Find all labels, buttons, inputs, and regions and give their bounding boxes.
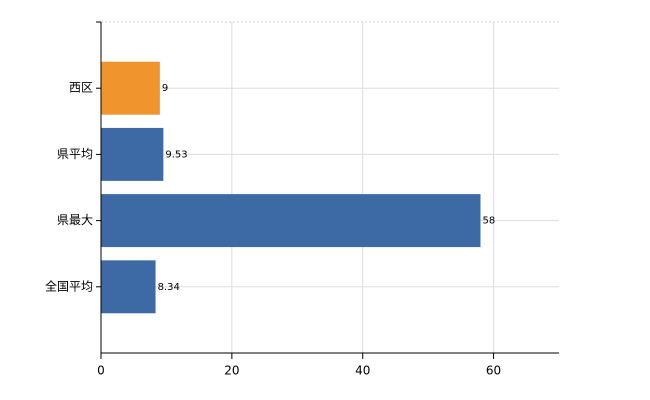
bar <box>101 127 164 181</box>
x-tick-label: 0 <box>97 364 105 378</box>
y-tick-label: 県最大 <box>57 213 93 227</box>
bar <box>101 260 156 314</box>
y-tick-label: 西区 <box>69 81 93 95</box>
value-label: 58 <box>482 216 495 227</box>
bar <box>101 61 160 115</box>
x-tick-label: 60 <box>486 364 501 378</box>
value-label: 9 <box>162 83 168 94</box>
x-tick-label: 40 <box>355 364 370 378</box>
y-tick-label: 県平均 <box>57 147 93 161</box>
x-tick-label: 20 <box>224 364 239 378</box>
bar <box>101 194 481 248</box>
value-label: 9.53 <box>165 149 187 160</box>
value-label: 8.34 <box>158 282 180 293</box>
y-tick-label: 全国平均 <box>45 278 93 293</box>
